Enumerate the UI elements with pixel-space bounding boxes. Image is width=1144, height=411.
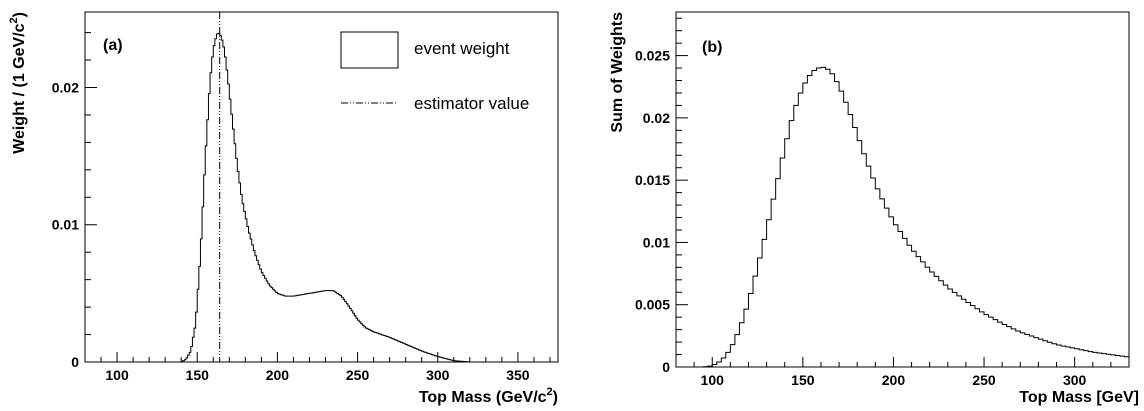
panel-b-x-axis-title: Top Mass [GeV] bbox=[1019, 389, 1139, 406]
panel-a-y-tick-labels: 0 0.01 0.02 bbox=[52, 79, 79, 370]
panel-a-y-tick-label: 0 bbox=[71, 354, 79, 370]
panel-b-x-tick-label: 200 bbox=[882, 372, 906, 388]
panel-b-y-axis-title: Sum of Weights bbox=[609, 12, 626, 133]
panel-b-plot-frame bbox=[675, 11, 1130, 368]
panel-b-x-tick-label: 100 bbox=[701, 372, 725, 388]
panel-b-y-tick-labels: 0 0.005 0.01 0.015 0.02 0.025 bbox=[635, 48, 670, 375]
panel-a-label: (a) bbox=[103, 37, 123, 54]
panel-b-y-tick-label: 0.01 bbox=[643, 234, 670, 250]
panel-b-label: (b) bbox=[702, 39, 722, 56]
panel-a-y-tick-label: 0.01 bbox=[52, 217, 79, 233]
panel-b-x-tick-label: 250 bbox=[972, 372, 996, 388]
panel-a-x-tick-label: 300 bbox=[426, 367, 450, 383]
panel-a-x-axis-title: Top Mass (GeV/c2) bbox=[419, 386, 558, 406]
panel-a-y-tick-label: 0.02 bbox=[52, 79, 79, 95]
panel-a-plot-frame bbox=[84, 11, 559, 363]
panel-a-x-tick-label: 100 bbox=[105, 367, 129, 383]
panel-a-y-axis-title: Weight / (1 GeV/c2) bbox=[8, 12, 28, 154]
panel-b-x-tick-labels: 100 150 200 250 300 bbox=[701, 372, 1087, 388]
panel-a-tick-marks bbox=[84, 32, 551, 363]
panel-a-x-tick-label: 350 bbox=[506, 367, 530, 383]
panel-a-x-tick-label: 150 bbox=[186, 367, 210, 383]
panel-a-weight-histogram: 100 150 200 250 300 350 0 0.01 0.02 (a) event w… bbox=[8, 11, 559, 406]
panel-b-y-tick-label: 0.025 bbox=[635, 48, 670, 64]
legend-swatch-event-weight bbox=[340, 31, 399, 69]
panel-b-sum-of-weights-histogram-line bbox=[676, 66, 1129, 368]
panel-b-y-tick-label: 0.005 bbox=[635, 297, 670, 313]
panel-b-y-tick-label: 0.015 bbox=[635, 172, 670, 188]
legend-label-estimator-value: estimator value bbox=[414, 94, 529, 113]
panel-a-legend: event weight estimator value bbox=[340, 31, 529, 113]
panel-b-x-tick-label: 150 bbox=[791, 372, 815, 388]
panel-a-x-tick-label: 200 bbox=[266, 367, 290, 383]
panel-b-tick-marks bbox=[675, 17, 1130, 368]
panel-a-x-tick-labels: 100 150 200 250 300 350 bbox=[105, 367, 529, 383]
legend-label-event-weight: event weight bbox=[414, 39, 510, 58]
panel-b-sum-of-weights-histogram: 100 150 200 250 300 0 0.005 0.01 0.015 0.02 0.025… bbox=[609, 11, 1139, 406]
panel-a-x-tick-label: 250 bbox=[346, 367, 370, 383]
panel-b-y-tick-label: 0 bbox=[662, 359, 670, 375]
panel-b-y-tick-label: 0.02 bbox=[643, 110, 670, 126]
panel-b-x-tick-label: 300 bbox=[1063, 372, 1087, 388]
panel-a-event-weight-histogram bbox=[85, 32, 558, 363]
